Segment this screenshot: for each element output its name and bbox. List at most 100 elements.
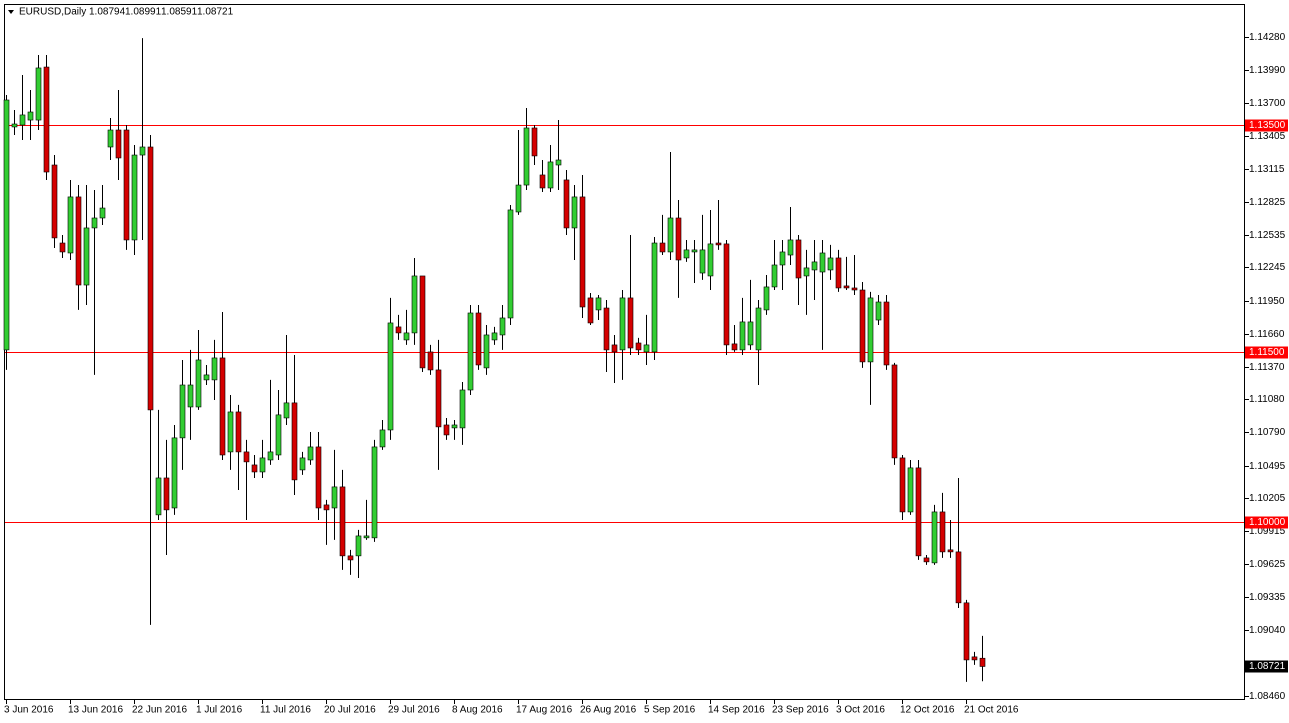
candle-body bbox=[347, 555, 354, 561]
candle-body bbox=[979, 657, 986, 667]
candle-body bbox=[955, 551, 962, 604]
candle-body bbox=[875, 301, 882, 321]
x-tick-label: 26 Aug 2016 bbox=[580, 705, 637, 716]
header-open: 1.08794 bbox=[89, 7, 126, 18]
menu-arrow[interactable] bbox=[8, 10, 14, 14]
price-label: 1.08721 bbox=[1249, 661, 1286, 672]
candle-body bbox=[131, 154, 138, 241]
candle-body bbox=[283, 402, 290, 419]
candle-body bbox=[355, 535, 362, 557]
x-tick-label: 23 Sep 2016 bbox=[772, 705, 829, 716]
candle-body bbox=[59, 242, 66, 253]
candle-body bbox=[275, 414, 282, 456]
y-tick-label: 1.12535 bbox=[1249, 230, 1286, 241]
candle-body bbox=[715, 242, 722, 246]
candle-body bbox=[259, 457, 266, 473]
y-tick-label: 1.12245 bbox=[1249, 262, 1286, 273]
candle-body bbox=[475, 312, 482, 366]
candle-body bbox=[643, 344, 650, 353]
candle-body bbox=[683, 249, 690, 259]
candle-body bbox=[611, 344, 618, 353]
x-tick-label: 13 Jun 2016 bbox=[68, 705, 123, 716]
candle-body bbox=[739, 321, 746, 351]
y-tick-label: 1.11370 bbox=[1249, 362, 1285, 373]
candle-body bbox=[627, 297, 634, 349]
y-tick-label: 1.09915 bbox=[1249, 526, 1286, 537]
candle-body bbox=[3, 99, 10, 351]
candle-body bbox=[315, 446, 322, 509]
header-low: 1.08591 bbox=[161, 7, 198, 18]
y-tick-label: 1.11660 bbox=[1249, 329, 1285, 340]
x-tick-label: 29 Jul 2016 bbox=[388, 705, 440, 716]
candle-body bbox=[523, 127, 530, 186]
candle-body bbox=[787, 239, 794, 256]
y-tick-label: 1.10495 bbox=[1249, 461, 1286, 472]
candle-body bbox=[811, 261, 818, 271]
candle-body bbox=[899, 457, 906, 513]
candle-body bbox=[379, 429, 386, 448]
candle-body bbox=[195, 359, 202, 408]
candle-body bbox=[147, 146, 154, 411]
candle-body bbox=[963, 602, 970, 661]
candle-body bbox=[235, 411, 242, 453]
symbol-title: EURUSD,Daily bbox=[19, 7, 86, 18]
candle-body bbox=[139, 146, 146, 156]
candle-body bbox=[299, 457, 306, 471]
candle-body bbox=[339, 486, 346, 557]
candle-body bbox=[595, 297, 602, 311]
candle-body bbox=[651, 242, 658, 353]
x-tick-label: 20 Jul 2016 bbox=[324, 705, 376, 716]
candle-body bbox=[731, 343, 738, 351]
candle-body bbox=[243, 451, 250, 463]
x-tick-label: 12 Oct 2016 bbox=[900, 705, 955, 716]
candle-body bbox=[587, 297, 594, 324]
candle-body bbox=[547, 161, 554, 189]
y-tick-label: 1.11950 bbox=[1249, 296, 1285, 307]
candle-body bbox=[867, 297, 874, 363]
candle-body bbox=[395, 326, 402, 334]
candle-body bbox=[203, 374, 210, 381]
candle-body bbox=[803, 267, 810, 277]
candle-body bbox=[571, 196, 578, 229]
candle-body bbox=[187, 384, 194, 408]
candle-body bbox=[555, 159, 562, 166]
x-tick-label: 17 Aug 2016 bbox=[516, 705, 573, 716]
candle-body bbox=[947, 549, 954, 553]
y-tick-label: 1.11080 bbox=[1249, 394, 1285, 405]
candle-body bbox=[419, 275, 426, 369]
candle-body bbox=[123, 129, 130, 241]
candle-body bbox=[851, 287, 858, 291]
level-label: 1.11500 bbox=[1249, 347, 1285, 358]
y-tick-label: 1.10790 bbox=[1249, 427, 1286, 438]
x-tick-label: 1 Jul 2016 bbox=[196, 705, 243, 716]
candle-body bbox=[619, 297, 626, 351]
y-tick-label: 1.09335 bbox=[1249, 592, 1286, 603]
candle-body bbox=[539, 174, 546, 189]
candle-body bbox=[859, 289, 866, 363]
candle-body bbox=[667, 217, 674, 253]
x-tick-label: 8 Aug 2016 bbox=[452, 705, 503, 716]
candle-body bbox=[971, 656, 978, 661]
x-tick-label: 14 Sep 2016 bbox=[708, 705, 765, 716]
candle-body bbox=[835, 257, 842, 289]
candle-body bbox=[35, 67, 42, 121]
candle-body bbox=[499, 317, 506, 336]
y-tick-label: 1.08460 bbox=[1249, 691, 1286, 702]
candle-body bbox=[363, 535, 370, 539]
header-high: 1.08991 bbox=[125, 7, 162, 18]
y-tick-label: 1.13990 bbox=[1249, 65, 1286, 76]
candle-body bbox=[19, 114, 26, 126]
candle-body bbox=[691, 249, 698, 253]
candle-body bbox=[387, 322, 394, 431]
candle-body bbox=[707, 243, 714, 277]
candle-body bbox=[579, 196, 586, 308]
candle-body bbox=[403, 332, 410, 341]
candle-body bbox=[755, 307, 762, 351]
candle-body bbox=[251, 464, 258, 473]
level-label-box bbox=[1245, 516, 1288, 529]
candle-body bbox=[83, 227, 90, 286]
candle-body bbox=[435, 369, 442, 428]
candle-body bbox=[155, 477, 162, 516]
candle-body bbox=[219, 357, 226, 456]
